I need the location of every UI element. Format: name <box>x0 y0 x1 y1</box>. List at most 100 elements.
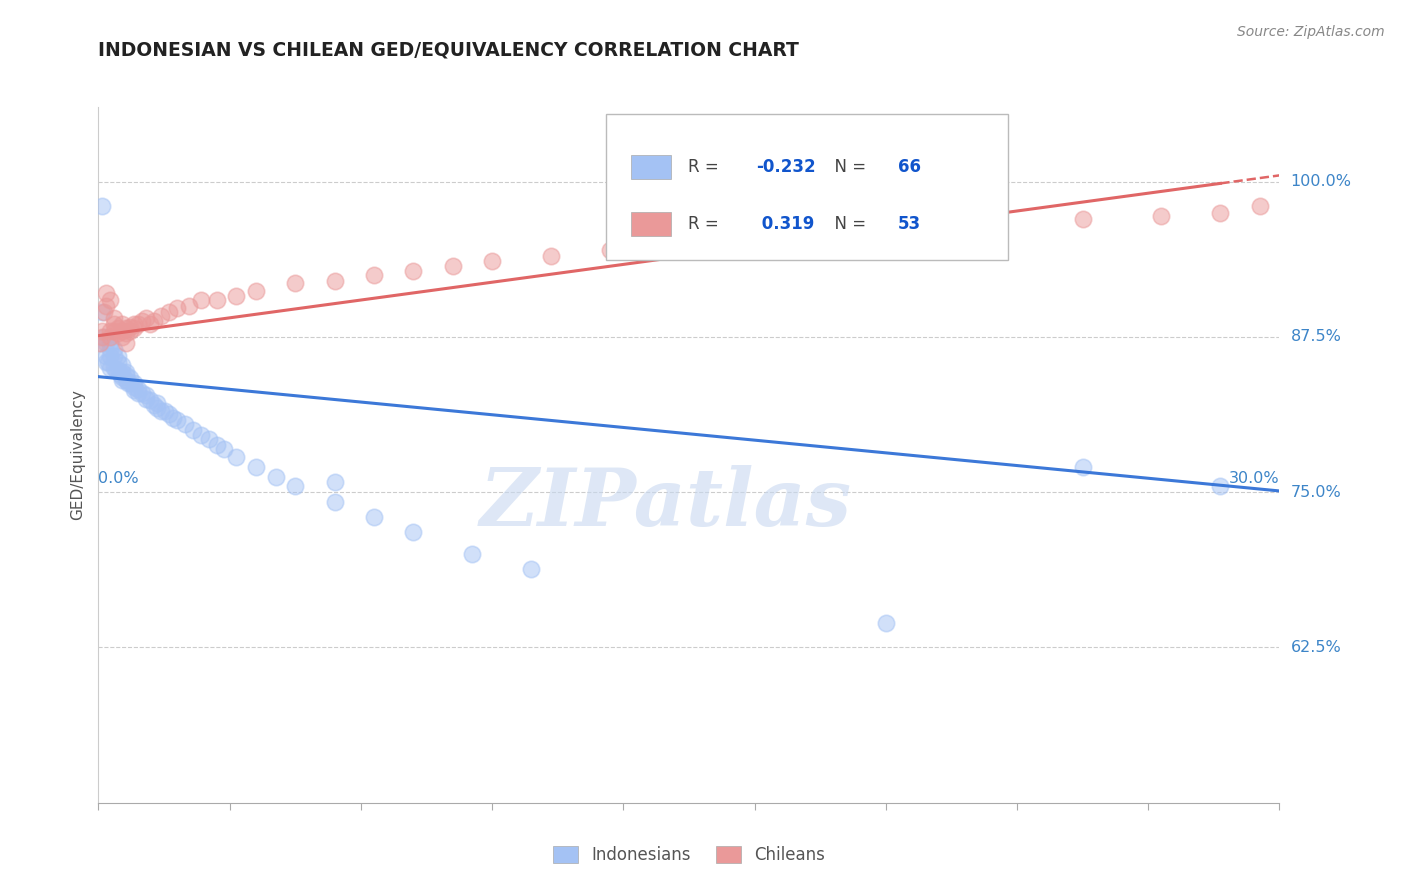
Point <box>157 305 180 319</box>
Point <box>98 324 121 338</box>
FancyBboxPatch shape <box>631 212 671 235</box>
Point <box>284 277 307 291</box>
Point <box>103 324 125 338</box>
Point <box>122 318 145 332</box>
Point <box>96 299 118 313</box>
Point <box>142 314 165 328</box>
Point <box>181 423 204 437</box>
Point <box>117 376 139 390</box>
Legend: Indonesians, Chileans: Indonesians, Chileans <box>547 839 831 871</box>
Point <box>93 330 115 344</box>
Point <box>190 293 212 307</box>
Point <box>146 396 169 410</box>
Point <box>107 321 129 335</box>
Point <box>225 450 247 465</box>
Point <box>323 475 346 490</box>
Point <box>91 305 114 319</box>
Point <box>1071 211 1094 226</box>
Point <box>520 562 543 576</box>
Point <box>1071 460 1094 475</box>
Point <box>103 311 125 326</box>
Point <box>98 293 121 307</box>
Point <box>96 349 118 363</box>
Point <box>118 320 141 334</box>
Point <box>174 417 197 431</box>
Point <box>245 284 267 298</box>
Point <box>402 524 425 539</box>
Point <box>122 384 145 398</box>
Point <box>111 330 134 344</box>
FancyBboxPatch shape <box>606 114 1008 260</box>
Text: N =: N = <box>824 215 870 233</box>
Point <box>142 398 165 412</box>
Point <box>111 373 134 387</box>
Point <box>115 326 138 340</box>
Point <box>107 349 129 363</box>
Point <box>135 311 157 326</box>
Point <box>115 373 138 387</box>
Point <box>105 363 128 377</box>
Point <box>98 330 121 344</box>
Point <box>197 432 219 446</box>
Text: 30.0%: 30.0% <box>1229 470 1279 485</box>
Point <box>461 547 484 561</box>
Text: 0.0%: 0.0% <box>98 470 139 485</box>
Point <box>98 336 121 351</box>
Point <box>96 355 118 369</box>
Point <box>89 336 111 351</box>
Point <box>166 301 188 316</box>
Point <box>150 404 173 418</box>
Point <box>131 314 153 328</box>
Point <box>402 264 425 278</box>
Point <box>855 224 877 238</box>
Point <box>122 321 145 335</box>
Point <box>155 404 177 418</box>
Text: 0.319: 0.319 <box>756 215 814 233</box>
Point <box>323 495 346 509</box>
Point <box>205 438 228 452</box>
Point <box>177 299 200 313</box>
Text: Source: ZipAtlas.com: Source: ZipAtlas.com <box>1237 25 1385 39</box>
Point <box>363 510 385 524</box>
Point <box>103 349 125 363</box>
Point <box>135 392 157 406</box>
Text: R =: R = <box>688 158 724 177</box>
Point <box>111 359 134 373</box>
Point <box>138 318 160 332</box>
Point <box>1150 210 1173 224</box>
Y-axis label: GED/Equivalency: GED/Equivalency <box>70 390 86 520</box>
Text: -0.232: -0.232 <box>756 158 815 177</box>
Point <box>93 305 115 319</box>
Point <box>107 363 129 377</box>
Point <box>107 355 129 369</box>
Point <box>225 289 247 303</box>
Point <box>135 388 157 402</box>
Point <box>127 382 149 396</box>
Point <box>89 336 111 351</box>
Point <box>127 385 149 400</box>
Point <box>122 376 145 390</box>
Point <box>96 336 118 351</box>
Text: 75.0%: 75.0% <box>1291 484 1341 500</box>
Point <box>363 268 385 282</box>
Point <box>481 254 503 268</box>
Point <box>115 336 138 351</box>
Point <box>190 428 212 442</box>
Point <box>122 379 145 393</box>
Point <box>146 401 169 415</box>
Point <box>103 343 125 357</box>
Point <box>264 470 287 484</box>
Point <box>441 259 464 273</box>
Point <box>138 393 160 408</box>
Point <box>118 371 141 385</box>
Point <box>118 376 141 390</box>
Text: ZIPatlas: ZIPatlas <box>479 465 852 542</box>
Point <box>127 318 149 332</box>
Point <box>91 324 114 338</box>
Point <box>107 326 129 340</box>
Point <box>953 218 976 232</box>
FancyBboxPatch shape <box>631 155 671 179</box>
Text: N =: N = <box>824 158 870 177</box>
Text: 100.0%: 100.0% <box>1291 174 1351 189</box>
Point <box>115 368 138 383</box>
